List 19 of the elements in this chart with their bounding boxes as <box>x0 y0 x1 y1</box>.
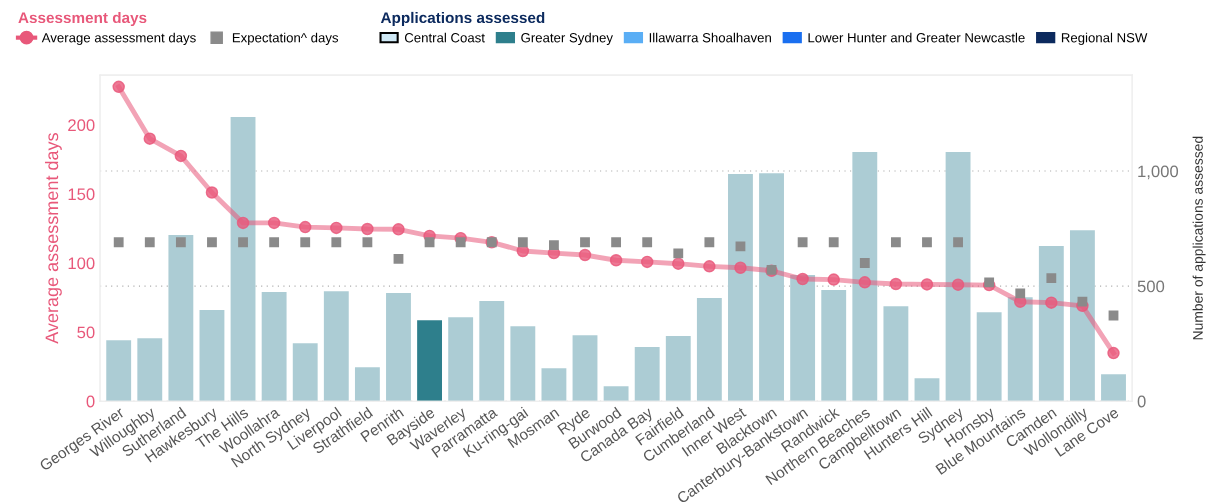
legend-label: Expectation^ days <box>232 32 339 46</box>
legend-label: Regional NSW <box>1061 32 1148 46</box>
legend-label: Average assessment days <box>41 32 196 46</box>
legend-label: Central Coast <box>404 32 485 43</box>
text: Applications assessed <box>380 11 545 27</box>
y2-tick-label: 1,000 <box>1138 165 1179 180</box>
y-tick-label: 50 <box>77 326 95 339</box>
y-axis-title: Average assessment days <box>44 133 62 344</box>
y2-tick-label: 0 <box>1137 395 1146 408</box>
y-tick-label: 0 <box>86 395 95 408</box>
y-tick-label: 100 <box>68 257 95 270</box>
legend-label: Lower Hunter and Greater Newcastle <box>808 32 1025 43</box>
y-tick-label: 200 <box>68 119 95 132</box>
y2-tick-label: 500 <box>1137 280 1165 293</box>
text: Assessment days <box>18 11 147 27</box>
y2-axis-title: Number of applications assessed <box>1192 136 1206 340</box>
legend-label: Greater Sydney <box>521 32 613 46</box>
legend-label: Illawarra Shoalhaven <box>649 32 771 43</box>
y-tick-label: 150 <box>68 188 95 201</box>
